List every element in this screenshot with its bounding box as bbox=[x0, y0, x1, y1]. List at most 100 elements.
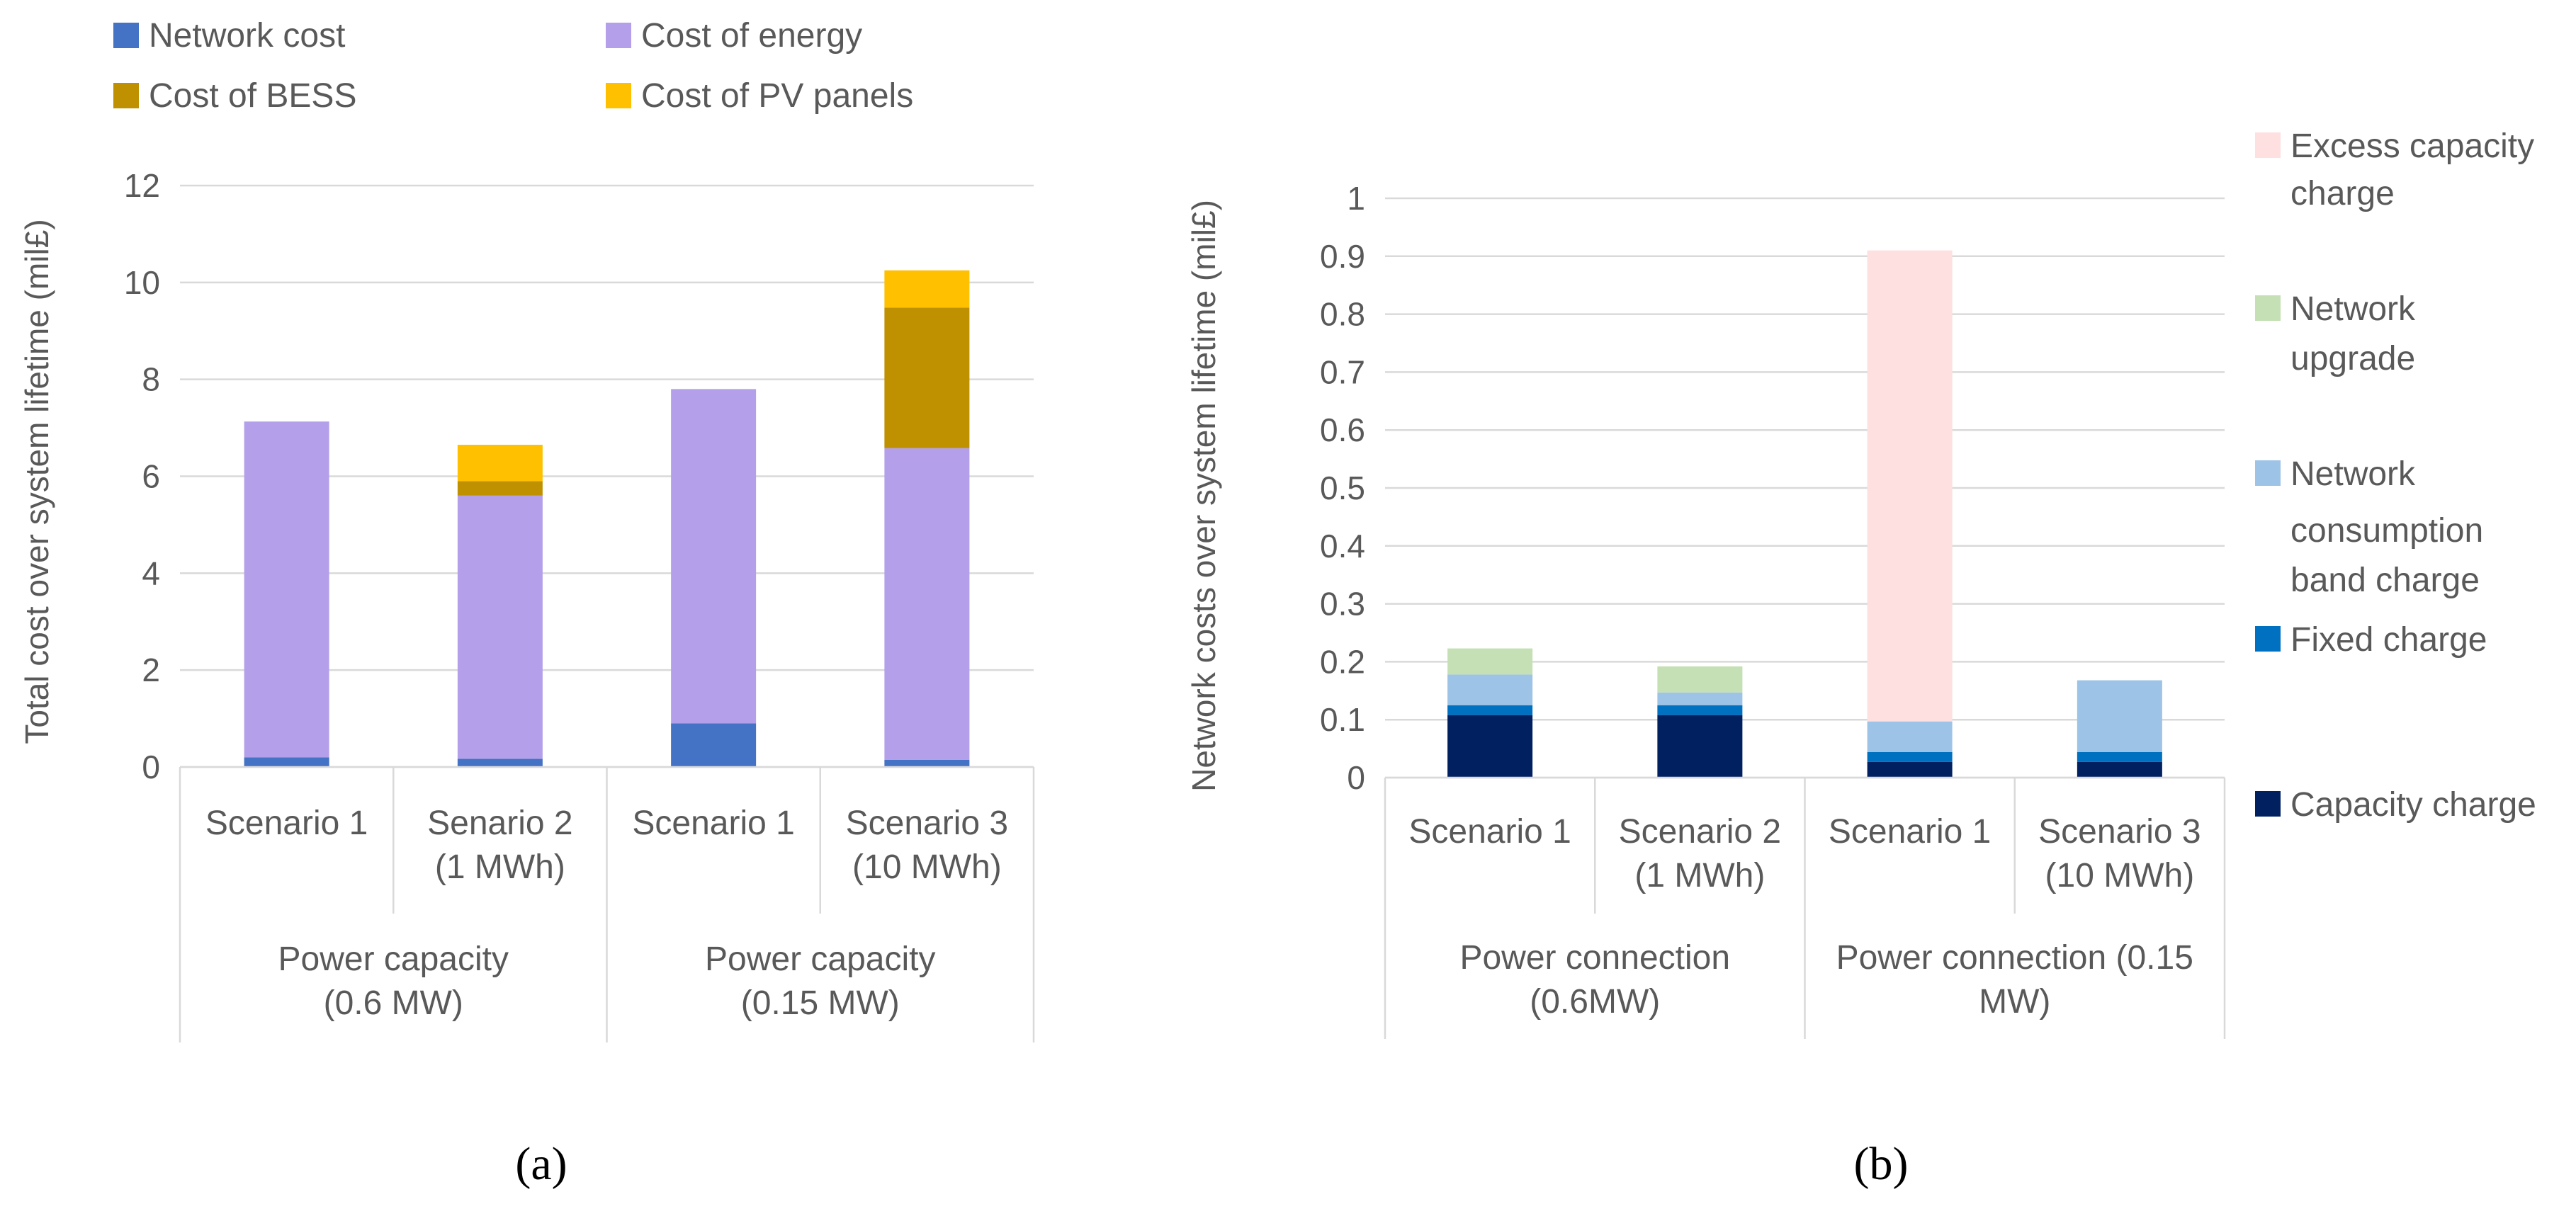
chart-b-x-tick-label: Scenario 2 (1 MWh) bbox=[1619, 813, 1781, 894]
chart-b-bar-network-consumption-band-charge-1 bbox=[1447, 674, 1533, 705]
chart-b-x-group-label: Power connection (0.15 MW) bbox=[1836, 939, 2193, 1021]
chart-b-legend-label: Network consumption band charge bbox=[2290, 455, 2483, 599]
chart-a-panel-label: (a) bbox=[515, 1138, 567, 1190]
chart-b-y-tick-label: 0.4 bbox=[1320, 528, 1365, 564]
chart-b-y-tick-label: 0 bbox=[1347, 759, 1365, 796]
chart-b-legend-label-line: band charge bbox=[2290, 562, 2480, 599]
chart-b-bar-excess-capacity-charge-3 bbox=[1867, 250, 1953, 722]
chart-b-y-axis-label: Network costs over system lifetime (mil£… bbox=[1185, 200, 1222, 792]
chart-a-bar-network-cost-3 bbox=[671, 723, 757, 767]
chart-a-x-tick-label: Scenario 1 bbox=[632, 805, 794, 842]
chart-a-y-tick-label: 6 bbox=[142, 458, 160, 495]
chart-a-bar-network-cost-1 bbox=[244, 757, 329, 767]
chart-b-legend-label: Fixed charge bbox=[2290, 621, 2487, 659]
chart-b-x-group-label-line: Power connection bbox=[1459, 939, 1730, 977]
chart-a-legend-label: Cost of PV panels bbox=[641, 77, 913, 115]
chart-b-x-axis: Scenario 1 Scenario 2 (1 MWh) Scenario 1 Sce… bbox=[1384, 776, 2226, 1039]
chart-a-legend-label: Cost of energy bbox=[641, 17, 862, 55]
chart-b-x-tick-label: Scenario 1 bbox=[1829, 813, 1991, 851]
chart-a-x-tick-label: Senario 2 (1 MWh) bbox=[427, 805, 572, 886]
chart-b-legend-label-line: Capacity charge bbox=[2290, 786, 2536, 824]
chart-b-legend-swatch-excess-capacity-charge bbox=[2255, 132, 2281, 158]
chart-b-y-tick-label: 0.6 bbox=[1320, 411, 1365, 448]
chart-a-bars bbox=[244, 270, 970, 767]
chart-a-x-tick-label-line: (1 MWh) bbox=[435, 848, 565, 886]
chart-b-legend-swatch-network-upgrade bbox=[2255, 295, 2281, 321]
chart-b-y-tick-label: 0.7 bbox=[1320, 353, 1365, 390]
chart-b-x-tick-label-line: (1 MWh) bbox=[1634, 857, 1765, 894]
chart-b-y-tick-label: 0.5 bbox=[1320, 470, 1365, 506]
chart-b-bar-network-upgrade-1 bbox=[1447, 648, 1533, 675]
chart-a-y-axis-label: Total cost over system lifetime (mil£) bbox=[18, 219, 55, 744]
chart-b-x-tick-label-line: Scenario 1 bbox=[1829, 813, 1991, 851]
chart-a-legend-label: Cost of BESS bbox=[149, 77, 356, 115]
chart-a-bar-cost-of-energy-1 bbox=[244, 421, 329, 758]
chart-a-x-group-label-line: (0.15 MW) bbox=[741, 984, 900, 1022]
chart-a-bar-cost-of-energy-2 bbox=[457, 495, 543, 759]
chart-b-panel-label: (b) bbox=[1854, 1138, 1909, 1190]
chart-b-bar-capacity-charge-1 bbox=[1447, 715, 1533, 778]
chart-a-y-tick-label: 12 bbox=[124, 167, 160, 204]
chart-b-x-tick-label: Scenario 3 (10 MWh) bbox=[2038, 813, 2201, 894]
chart-b-legend-label-line: Network bbox=[2290, 290, 2416, 328]
chart-b-legend-label-line: charge bbox=[2290, 175, 2395, 212]
chart-b-legend-swatch-capacity-charge bbox=[2255, 791, 2281, 817]
chart-a-bar-cost-of-energy-4 bbox=[884, 448, 970, 760]
chart-a-bar-cost-of-pv-panels-2 bbox=[457, 445, 543, 482]
chart-a-legend-swatch-cost-of-energy bbox=[606, 23, 631, 48]
chart-a-x-tick-label: Scenario 1 bbox=[205, 805, 368, 842]
chart-b-bar-fixed-charge-2 bbox=[1657, 705, 1743, 715]
chart-b-bars bbox=[1447, 250, 2162, 778]
chart-b-bar-network-consumption-band-charge-4 bbox=[2077, 680, 2162, 753]
chart-a-x-tick-label-line: Scenario 1 bbox=[632, 805, 794, 842]
chart-a-y-tick-label: 4 bbox=[142, 555, 160, 591]
chart-a-y-ticks: 0 2 4 6 8 10 12 bbox=[124, 167, 160, 785]
chart-b-bar-fixed-charge-1 bbox=[1447, 705, 1533, 715]
chart-b-y-tick-label: 1 bbox=[1347, 180, 1365, 217]
chart-b-bar-capacity-charge-2 bbox=[1657, 715, 1743, 778]
chart-b-y-tick-label: 0.1 bbox=[1320, 701, 1365, 738]
chart-b-x-group-label: Power connection (0.6MW) bbox=[1459, 939, 1730, 1021]
chart-b-legend-label-line: Network bbox=[2290, 455, 2416, 493]
chart-a-x-group-label-line: Power capacity bbox=[705, 941, 935, 978]
chart-b-y-tick-label: 0.8 bbox=[1320, 296, 1365, 333]
chart-b-legend-label-line: Excess capacity bbox=[2290, 127, 2534, 165]
chart-b-legend-swatch-fixed-charge bbox=[2255, 626, 2281, 652]
chart-b-bar-network-consumption-band-charge-3 bbox=[1867, 721, 1953, 753]
chart-b-legend-label-line: consumption bbox=[2290, 512, 2483, 550]
chart-b-x-tick-label-line: (10 MWh) bbox=[2045, 857, 2195, 894]
chart-a-bar-cost-of-bess-4 bbox=[884, 307, 970, 448]
chart-a-x-group-label: Power capacity (0.15 MW) bbox=[705, 941, 935, 1022]
chart-b-x-group-label-line: MW) bbox=[1979, 983, 2050, 1021]
chart-a-y-tick-label: 0 bbox=[142, 749, 160, 785]
chart-b-y-tick-label: 0.2 bbox=[1320, 643, 1365, 680]
chart-b-x-tick-label-line: Scenario 2 bbox=[1619, 813, 1781, 851]
chart-b-legend-label: Excess capacity charge bbox=[2290, 127, 2534, 212]
chart-a-x-group-label-line: Power capacity bbox=[278, 941, 509, 978]
chart-a-y-tick-label: 2 bbox=[142, 652, 160, 688]
chart-b-legend-swatch-network-consumption-band-charge bbox=[2255, 460, 2281, 486]
chart-b-x-group-label-line: Power connection (0.15 bbox=[1836, 939, 2193, 977]
chart-a-legend-swatch-network-cost bbox=[113, 23, 139, 48]
chart-a-x-axis: Scenario 1 Senario 2 (1 MWh) Scenario 1 Scen… bbox=[179, 766, 1035, 1042]
chart-b-bar-network-consumption-band-charge-2 bbox=[1657, 692, 1743, 705]
chart-b-y-tick-label: 0.9 bbox=[1320, 238, 1365, 275]
chart-b-bar-capacity-charge-4 bbox=[2077, 761, 2162, 778]
chart-b-y-tick-label: 0.3 bbox=[1320, 586, 1365, 623]
chart-a-x-group-label-line: (0.6 MW) bbox=[324, 984, 463, 1022]
chart-b-bar-fixed-charge-3 bbox=[1867, 752, 1953, 762]
chart-a-y-tick-label: 10 bbox=[124, 264, 160, 301]
chart-a-bar-cost-of-pv-panels-4 bbox=[884, 270, 970, 308]
chart-a-legend-swatch-cost-of-bess bbox=[113, 83, 139, 108]
chart-b-y-ticks: 0 0.1 0.2 0.3 0.4 0.5 0.6 0.7 0.8 0.9 1 bbox=[1320, 180, 1365, 796]
chart-b-x-tick-label-line: Scenario 1 bbox=[1408, 813, 1571, 851]
chart-a-bar-cost-of-energy-3 bbox=[671, 389, 757, 724]
chart-b-legend-label: Network upgrade bbox=[2290, 290, 2416, 377]
chart-a-x-tick-label: Scenario 3 (10 MWh) bbox=[846, 805, 1008, 886]
chart-b-x-tick-label: Scenario 1 bbox=[1408, 813, 1571, 851]
chart-a-legend-swatch-cost-of-pv-panels bbox=[606, 83, 631, 108]
chart-b-bar-network-upgrade-2 bbox=[1657, 666, 1743, 693]
chart-b-bar-capacity-charge-3 bbox=[1867, 761, 1953, 778]
